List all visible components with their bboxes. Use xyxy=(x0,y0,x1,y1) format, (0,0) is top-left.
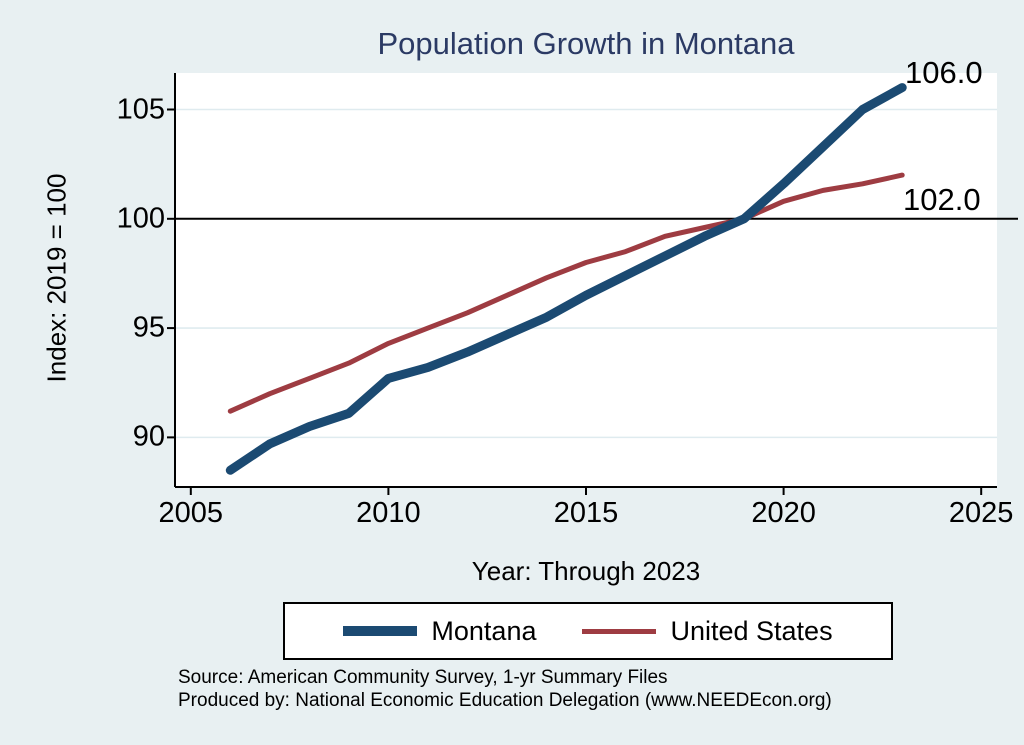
legend-label-montana: Montana xyxy=(431,615,537,646)
legend-box: Montana United States xyxy=(283,602,893,660)
united-states-line-swatch-icon xyxy=(582,628,657,634)
y-tick-label: 100 xyxy=(116,202,165,235)
x-tick-label: 2010 xyxy=(356,497,421,529)
united-states-line xyxy=(227,172,905,414)
produced-by-line: Produced by: National Economic Education… xyxy=(178,690,832,711)
x-tick-label: 2005 xyxy=(158,497,224,529)
chart-title: Population Growth in Montana xyxy=(377,26,795,61)
plot-area xyxy=(175,73,997,487)
montana-end-value-label: 106.0 xyxy=(905,55,983,90)
y-axis-title: Index: 2019 = 100 xyxy=(41,173,72,383)
x-tick-label: 2025 xyxy=(948,497,1014,529)
montana-line xyxy=(225,83,907,475)
legend-item-montana: Montana xyxy=(343,616,536,647)
x-tick-label: 2015 xyxy=(553,497,619,529)
source-note: Source: American Community Survey, 1-yr … xyxy=(178,666,832,712)
y-tick-label: 95 xyxy=(132,311,165,344)
y-tick-label: 90 xyxy=(132,420,165,453)
united-states-end-value-label: 102.0 xyxy=(903,182,981,217)
legend-item-united-states: United States xyxy=(582,615,833,647)
source-line: Source: American Community Survey, 1-yr … xyxy=(178,667,668,688)
y-tick-label: 105 xyxy=(116,93,165,125)
legend-label-united-states: United States xyxy=(670,615,833,646)
montana-line-swatch-icon xyxy=(343,626,418,636)
x-axis-title: Year: Through 2023 xyxy=(471,556,701,586)
x-tick-label: 2020 xyxy=(751,497,816,529)
